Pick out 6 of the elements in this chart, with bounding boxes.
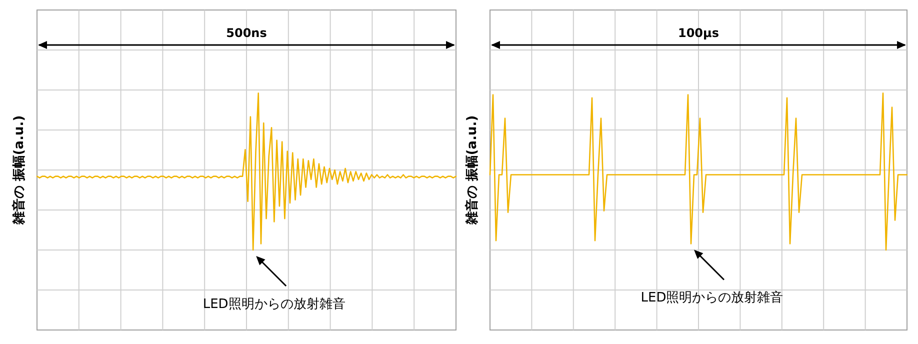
text: 500ns: [226, 26, 267, 40]
text: LED照明からの放射雑音: [202, 297, 346, 312]
y-axis-title: 雑音の 振幅(a.u.): [464, 115, 480, 226]
text: 100µs: [678, 26, 720, 40]
text: LED照明からの放射雑音: [640, 290, 784, 306]
y-axis-title: 雑音の 振幅(a.u.): [11, 115, 27, 226]
